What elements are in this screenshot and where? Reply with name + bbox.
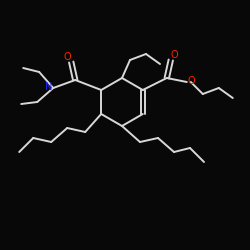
Text: O: O xyxy=(171,50,178,60)
Text: O: O xyxy=(188,76,196,86)
Text: N: N xyxy=(44,82,52,92)
Text: O: O xyxy=(64,52,71,62)
